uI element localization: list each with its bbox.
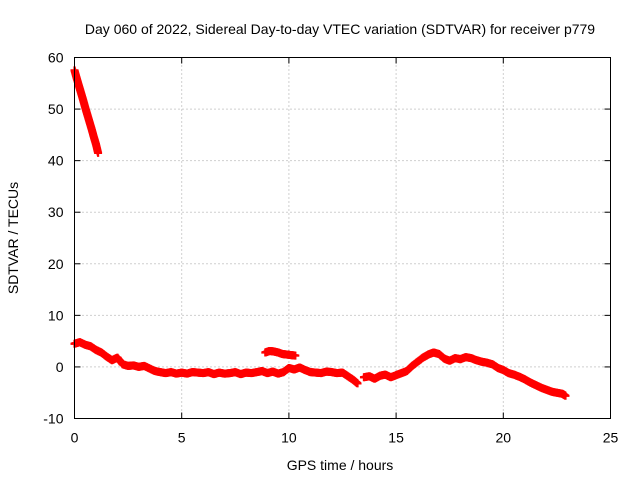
chart-title: Day 060 of 2022, Sidereal Day-to-day VTE…: [85, 21, 595, 37]
y-tick-label: 30: [48, 204, 64, 220]
x-tick-label: 15: [388, 430, 404, 446]
y-tick-label: 60: [48, 50, 64, 66]
y-tick-label: 10: [48, 307, 64, 323]
data-points: [70, 66, 570, 400]
series-3: [261, 346, 300, 360]
series-2: [70, 338, 362, 388]
data-point-marker: [291, 351, 300, 360]
y-tick-label: 50: [48, 101, 64, 117]
series-1: [70, 66, 103, 157]
data-point-marker: [353, 379, 362, 388]
data-point-marker: [94, 148, 103, 157]
series-4: [359, 348, 570, 400]
y-tick-label: 20: [48, 256, 64, 272]
x-tick-label: 25: [603, 430, 619, 446]
x-tick-label: 20: [496, 430, 512, 446]
x-tick-label: 5: [178, 430, 186, 446]
y-tick-label: 40: [48, 153, 64, 169]
y-tick-label: 0: [56, 359, 64, 375]
x-tick-label: 10: [281, 430, 297, 446]
grid-lines: [74, 57, 611, 419]
x-tick-label: 0: [71, 430, 79, 446]
data-point-marker: [561, 391, 570, 400]
y-tick-label: -10: [43, 411, 63, 427]
plot-frame: [74, 57, 611, 419]
x-axis-title: GPS time / hours: [287, 457, 394, 473]
axis-ticks: 0 5 10 15 20 25 -10 0 10 20 30 40 50 60: [43, 50, 618, 446]
y-axis-title: SDTVAR / TECUs: [5, 182, 21, 294]
